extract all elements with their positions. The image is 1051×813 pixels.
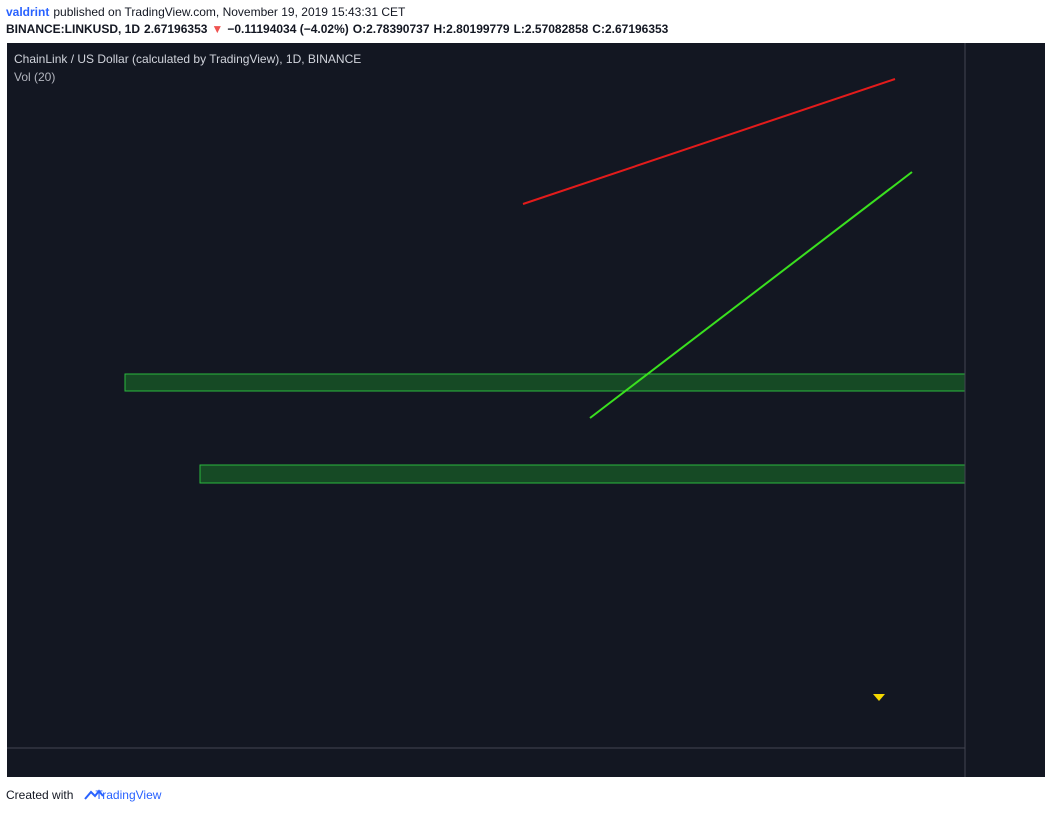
open: O:2.78390737 — [352, 22, 430, 36]
logo — [84, 789, 104, 800]
footer: Created with TradingView — [6, 788, 161, 802]
low: L:2.57082858 — [513, 22, 589, 36]
support-zone — [199, 464, 966, 484]
resistance-line — [522, 78, 896, 205]
footer-text: Created with — [6, 788, 74, 802]
change: −0.11194034 (−4.02%) — [227, 22, 349, 36]
arrow: ▼ — [211, 22, 224, 36]
high: H:2.80199779 — [433, 22, 510, 36]
chart-title: ChainLink / US Dollar (calculated by Tra… — [14, 52, 361, 66]
close: C:2.67196353 — [592, 22, 669, 36]
volume-label: Vol (20) — [14, 70, 55, 84]
published: published on TradingView.com, November 1… — [53, 5, 406, 19]
footer-brand[interactable]: TradingView — [95, 788, 162, 802]
symbol: BINANCE:LINKUSD, 1D — [6, 22, 141, 36]
user[interactable]: valdrint — [6, 5, 50, 19]
support-line — [589, 171, 913, 419]
symbol-line: BINANCE:LINKUSD, 1D 2.67196353 ▼ −0.1119403… — [6, 22, 672, 36]
publish-line: valdrint published on TradingView.com, No… — [6, 5, 409, 19]
marker — [873, 694, 885, 701]
last: 2.67196353 — [144, 22, 208, 36]
support-zone — [124, 373, 966, 392]
chart-bg — [7, 43, 1045, 777]
